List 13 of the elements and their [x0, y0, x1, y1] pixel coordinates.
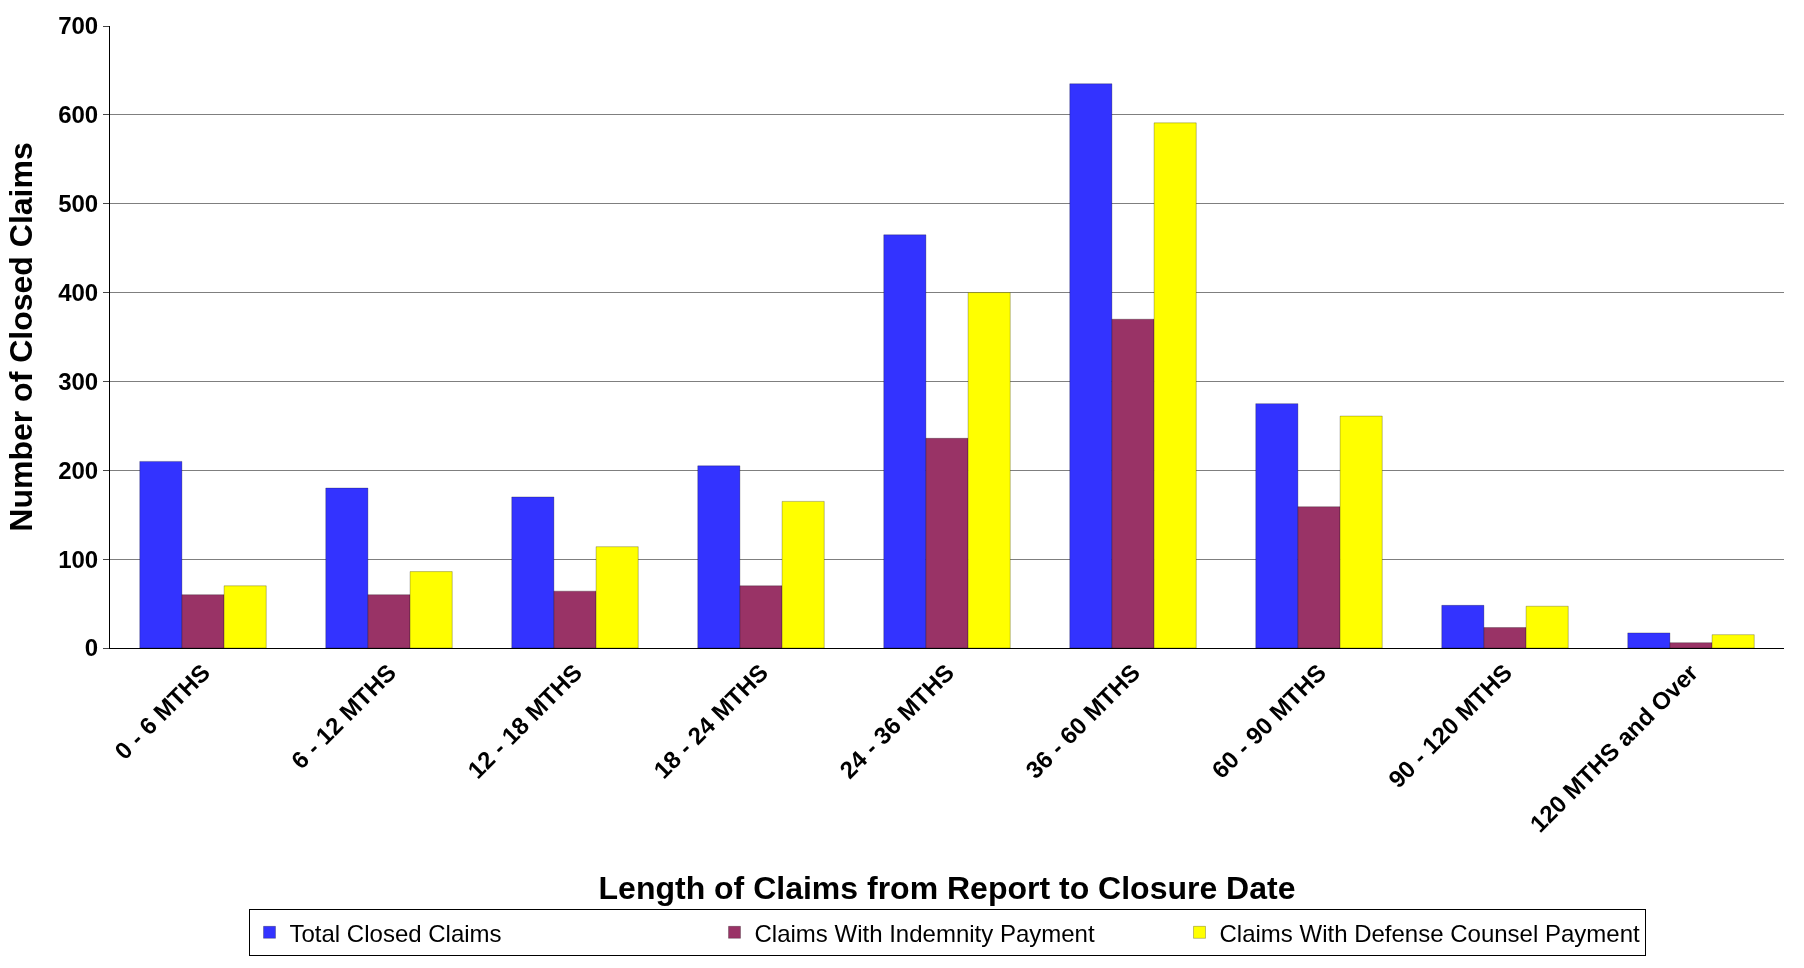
y-tick-label: 0: [84, 634, 99, 662]
legend-label: Claims With Defense Counsel Payment: [1219, 919, 1640, 947]
y-tick-label: 400: [58, 278, 99, 306]
legend-label: Claims With Indemnity Payment: [754, 919, 1095, 947]
x-axis-title: Length of Claims from Report to Closure Date: [598, 870, 1296, 907]
y-axis-title: Number of Closed Claims: [3, 142, 40, 532]
y-tick-label: 700: [58, 12, 99, 40]
y-tick-label: 100: [58, 545, 99, 573]
y-tick-label: 200: [58, 456, 99, 484]
y-tick-label: 600: [58, 101, 99, 129]
y-tick-label: 300: [58, 367, 99, 395]
legend-label: Total Closed Claims: [289, 919, 502, 947]
y-tick-label: 500: [58, 190, 99, 218]
